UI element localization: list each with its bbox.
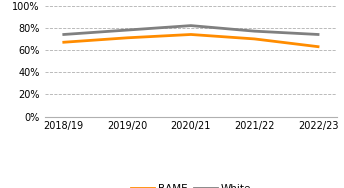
BAME [62, 41, 66, 43]
Legend: BAME, White: BAME, White [127, 180, 255, 188]
White [252, 30, 257, 32]
Line: BAME: BAME [64, 34, 318, 47]
White [189, 24, 193, 27]
White [62, 33, 66, 36]
Line: White: White [64, 26, 318, 34]
White [316, 33, 320, 36]
BAME [189, 33, 193, 36]
BAME [125, 37, 129, 39]
White [125, 29, 129, 31]
BAME [316, 45, 320, 48]
BAME [252, 38, 257, 40]
